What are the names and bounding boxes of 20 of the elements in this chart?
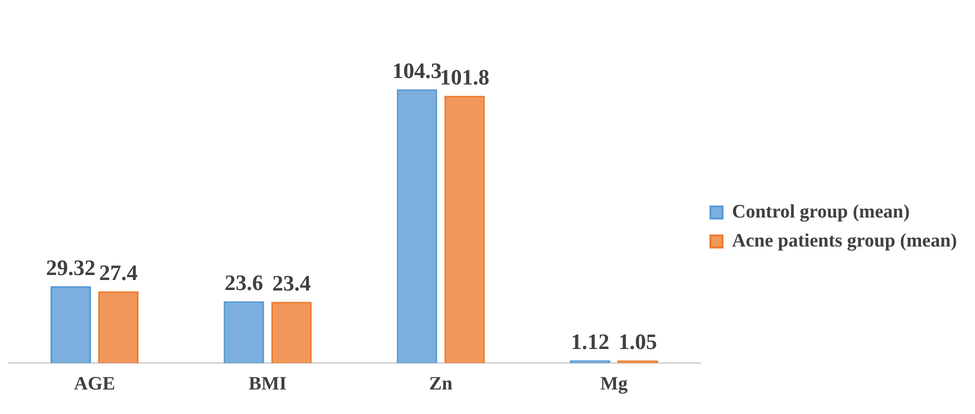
x-tick-label: AGE [74,374,116,395]
legend-label: Acne patients group (mean) [732,230,958,252]
data-label: 1.12 [570,328,610,354]
data-label: 23.6 [224,270,264,295]
data-label: 101.8 [440,64,490,90]
bar [444,96,485,364]
bar [224,301,264,364]
x-tick-label: Mg [600,374,628,395]
legend-label: Control group (mean) [732,201,910,222]
data-label: 23.4 [272,270,311,296]
data-label: 27.4 [99,260,138,285]
x-tick-label: Zn [429,374,453,395]
bar [50,286,91,364]
bar [271,302,312,364]
bar [396,89,438,364]
data-label: 104.3 [392,58,442,83]
data-label: 29.32 [46,254,96,280]
x-tick-label: BMI [248,374,287,395]
data-label: 1.05 [618,329,657,354]
bar [98,291,139,364]
